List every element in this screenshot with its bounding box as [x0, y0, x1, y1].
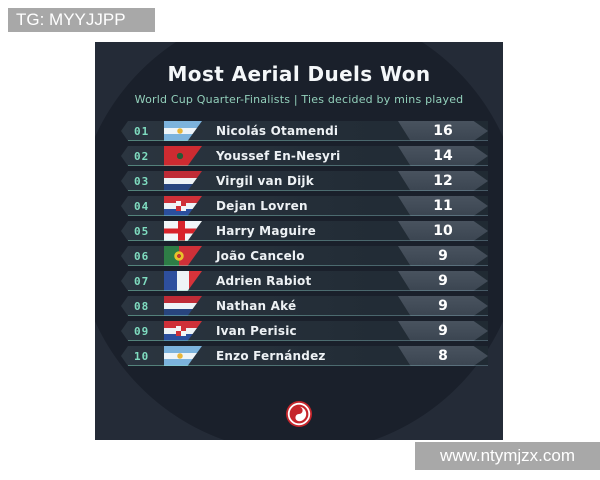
page-subtitle: World Cup Quarter-Finalists | Ties decid… — [134, 93, 464, 106]
table-row: 04 Dejan Lovren 11 — [121, 196, 488, 216]
table-row: 03 Virgil van Dijk 12 — [121, 171, 488, 191]
row-tail-icon — [121, 348, 126, 364]
flag-netherlands-icon — [164, 171, 202, 191]
rank-label: 06 — [134, 249, 150, 263]
rank-label: 04 — [134, 199, 150, 213]
page-title: Most Aerial Duels Won — [167, 62, 431, 86]
rank-label: 03 — [134, 174, 150, 188]
player-name: Youssef En-Nesyri — [216, 149, 341, 163]
table-row: 07 Adrien Rabiot 9 — [121, 271, 488, 291]
player-name: Ivan Perisic — [216, 324, 297, 338]
player-name: Nathan Aké — [216, 299, 297, 313]
player-name: Dejan Lovren — [216, 199, 308, 213]
flag-morocco-icon — [164, 146, 202, 166]
table-row: 08 Nathan Aké 9 — [121, 296, 488, 316]
footer — [95, 400, 503, 428]
table-row: 01 Nicolás Otamendi 16 — [121, 121, 488, 141]
rank-label: 01 — [134, 124, 150, 138]
value-badge: 10 — [398, 221, 488, 241]
value-badge: 8 — [398, 346, 488, 366]
flag-croatia-icon — [164, 196, 202, 216]
row-tail-icon — [121, 273, 126, 289]
flag-argentina-icon — [164, 121, 202, 141]
watermark-website: www.ntymjzx.com — [415, 442, 600, 470]
table-row: 06 João Cancelo 9 — [121, 246, 488, 266]
rank-label: 02 — [134, 149, 150, 163]
rank-label: 08 — [134, 299, 150, 313]
flag-croatia-icon — [164, 321, 202, 341]
player-name: Adrien Rabiot — [216, 274, 312, 288]
player-name: Harry Maguire — [216, 224, 316, 238]
row-tail-icon — [121, 298, 126, 314]
value-badge: 9 — [398, 246, 488, 266]
row-tail-icon — [121, 323, 126, 339]
rank-label: 10 — [134, 349, 150, 363]
row-tail-icon — [121, 223, 126, 239]
value-badge: 11 — [398, 196, 488, 216]
value-badge: 9 — [398, 321, 488, 341]
flag-argentina-icon — [164, 346, 202, 366]
row-tail-icon — [121, 173, 126, 189]
row-tail-icon — [121, 248, 126, 264]
row-tail-icon — [121, 148, 126, 164]
rank-label: 07 — [134, 274, 150, 288]
table-row: 10 Enzo Fernández 8 — [121, 346, 488, 366]
infographic-panel: Most Aerial Duels Won World Cup Quarter-… — [95, 42, 503, 440]
table-row: 05 Harry Maguire 10 — [121, 221, 488, 241]
flag-france-icon — [164, 271, 202, 291]
value-badge: 12 — [398, 171, 488, 191]
value-badge: 16 — [398, 121, 488, 141]
header: Most Aerial Duels Won World Cup Quarter-… — [95, 42, 503, 106]
watermark-telegram: TG: MYYJJPP — [8, 8, 155, 32]
brand-logo-icon — [286, 401, 312, 427]
row-tail-icon — [121, 123, 126, 139]
flag-netherlands-icon — [164, 296, 202, 316]
rank-label: 05 — [134, 224, 150, 238]
rank-label: 09 — [134, 324, 150, 338]
table-row: 02 Youssef En-Nesyri 14 — [121, 146, 488, 166]
value-badge: 9 — [398, 296, 488, 316]
table-row: 09 Ivan Perisic 9 — [121, 321, 488, 341]
value-badge: 9 — [398, 271, 488, 291]
flag-portugal-icon — [164, 246, 202, 266]
value-badge: 14 — [398, 146, 488, 166]
flag-england-icon — [164, 221, 202, 241]
row-tail-icon — [121, 198, 126, 214]
ranking-list: 01 Nicolás Otamendi 16 02 Youssef En-Nes… — [121, 121, 488, 366]
player-name: Virgil van Dijk — [216, 174, 314, 188]
player-name: Nicolás Otamendi — [216, 124, 339, 138]
player-name: Enzo Fernández — [216, 349, 326, 363]
player-name: João Cancelo — [216, 249, 305, 263]
